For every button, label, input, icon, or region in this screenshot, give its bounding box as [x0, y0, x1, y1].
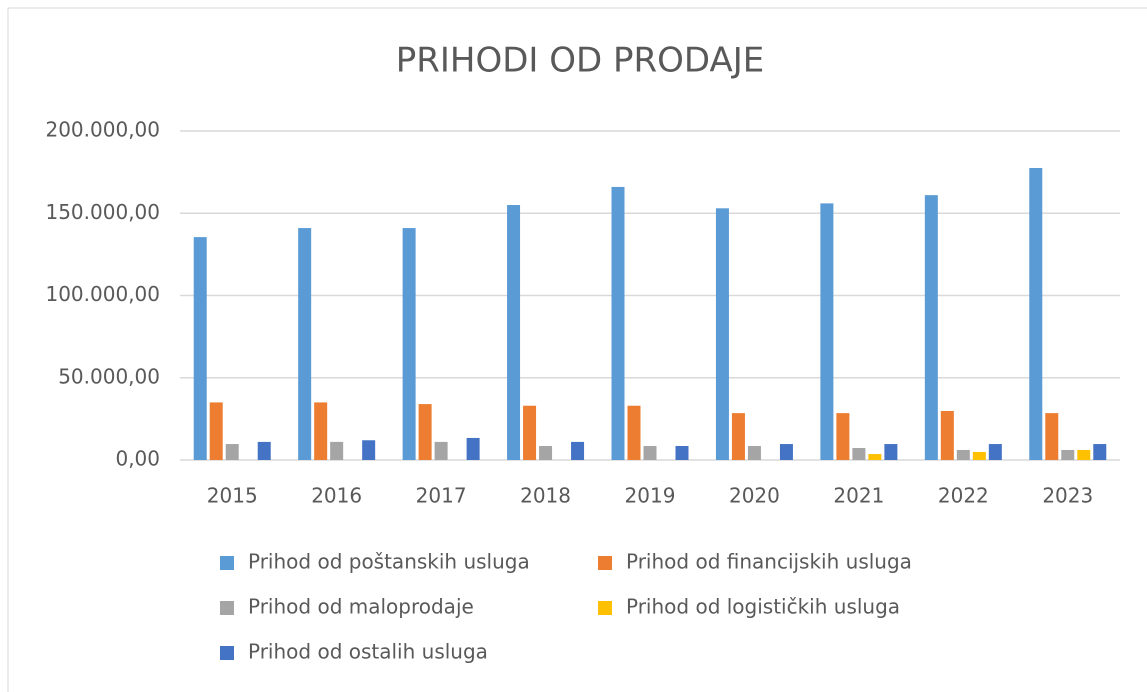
y-tick-label: 150.000,00	[45, 200, 160, 224]
bar	[868, 454, 882, 460]
bar	[884, 444, 898, 460]
legend-label: Prihod od ostalih usluga	[248, 640, 488, 664]
y-tick-label: 50.000,00	[58, 364, 160, 388]
bar	[225, 444, 239, 460]
bar	[715, 208, 729, 460]
x-tick-label: 2020	[729, 484, 780, 508]
bar	[466, 437, 480, 460]
bar	[1029, 168, 1043, 460]
x-tick-label: 2017	[416, 484, 467, 508]
bar	[402, 228, 416, 460]
bar	[611, 186, 625, 460]
legend-swatch	[220, 646, 234, 660]
x-tick-label: 2021	[833, 484, 884, 508]
legend-label: Prihod od financijskih usluga	[626, 550, 912, 574]
bar	[924, 195, 938, 460]
bar	[571, 441, 585, 460]
x-tick-label: 2015	[207, 484, 258, 508]
bar	[1077, 449, 1091, 460]
bar	[1061, 449, 1075, 460]
bar	[434, 441, 448, 460]
bar	[675, 446, 689, 460]
x-tick-label: 2016	[311, 484, 362, 508]
bar	[418, 404, 432, 460]
legend-swatch	[598, 601, 612, 615]
bar	[523, 405, 537, 460]
bar	[314, 402, 328, 460]
bar	[209, 402, 223, 460]
bar	[779, 444, 793, 460]
x-tick-label: 2022	[938, 484, 989, 508]
legend-label: Prihod od maloprodaje	[248, 595, 474, 619]
legend-swatch	[598, 556, 612, 570]
bar	[1093, 444, 1107, 460]
bar	[298, 228, 312, 460]
y-tick-label: 100.000,00	[45, 282, 160, 306]
chart-title: PRIHODI OD PRODAJE	[396, 41, 765, 81]
bar	[988, 444, 1002, 460]
bar	[362, 440, 376, 460]
bar	[731, 413, 745, 460]
bar	[940, 410, 954, 460]
chart-frame	[7, 7, 1147, 692]
bar	[820, 203, 834, 460]
bar	[836, 413, 850, 460]
bar	[1045, 413, 1059, 460]
bar	[539, 446, 553, 460]
x-tick-label: 2018	[520, 484, 571, 508]
bar	[193, 237, 207, 460]
bar	[627, 405, 641, 460]
y-tick-label: 200.000,00	[45, 118, 160, 142]
bar	[330, 441, 344, 460]
bar	[507, 205, 521, 460]
bar	[643, 446, 657, 460]
legend-swatch	[220, 556, 234, 570]
bar	[747, 446, 761, 460]
x-tick-label: 2023	[1042, 484, 1093, 508]
y-tick-label: 0,00	[115, 447, 160, 471]
bar	[852, 447, 866, 460]
bar	[972, 451, 986, 460]
legend-label: Prihod od poštanskih usluga	[248, 550, 530, 574]
x-tick-label: 2019	[625, 484, 676, 508]
bar	[956, 449, 970, 460]
legend-swatch	[220, 601, 234, 615]
bar	[257, 441, 271, 460]
legend-label: Prihod od logističkih usluga	[626, 595, 900, 619]
